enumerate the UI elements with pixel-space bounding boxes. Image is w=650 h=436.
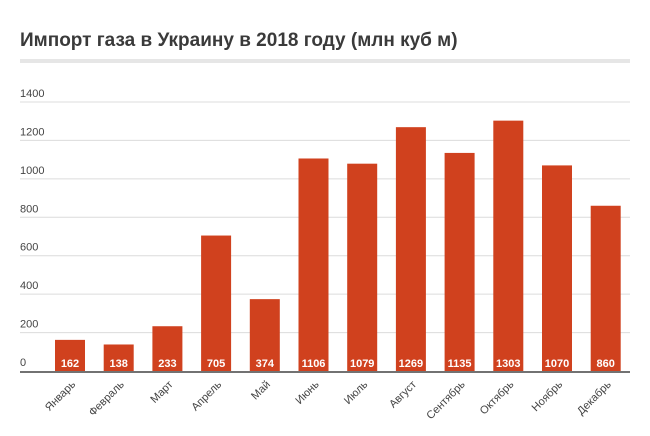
data-label: 1106 xyxy=(302,358,326,370)
data-label: 1070 xyxy=(545,358,569,370)
bar xyxy=(103,344,134,371)
x-tick-label: Август xyxy=(387,379,419,411)
x-tick-label: Июль xyxy=(342,378,371,407)
data-label: 233 xyxy=(158,358,176,370)
data-label: 1269 xyxy=(399,358,423,370)
bar xyxy=(55,339,85,371)
data-label: 1079 xyxy=(350,358,374,370)
x-tick-label: Ноябрь xyxy=(530,378,566,414)
data-label: 138 xyxy=(110,358,128,370)
bar xyxy=(444,152,475,371)
x-tick-label: Июнь xyxy=(293,378,321,406)
y-tick-label: 1200 xyxy=(20,126,44,138)
bar xyxy=(347,163,378,371)
x-tick-label: Октябрь xyxy=(478,378,517,417)
y-tick-label: 400 xyxy=(20,280,38,292)
x-tick-label: Март xyxy=(148,379,175,406)
y-tick-label: 0 xyxy=(20,357,26,369)
x-tick-label: Сентябрь xyxy=(424,378,468,422)
y-tick-label: 200 xyxy=(20,319,38,331)
bar xyxy=(590,205,621,371)
data-label: 860 xyxy=(597,358,615,370)
bar xyxy=(542,165,572,371)
x-tick-label: Апрель xyxy=(189,378,224,413)
x-tick-label: Январь xyxy=(43,378,78,413)
bar xyxy=(201,235,232,371)
data-label: 374 xyxy=(256,358,275,370)
y-tick-label: 600 xyxy=(20,242,38,254)
x-tick-label: Декабрь xyxy=(575,378,614,417)
bar xyxy=(249,299,280,371)
y-tick-label: 800 xyxy=(20,203,38,215)
y-tick-label: 1400 xyxy=(20,88,44,100)
bar xyxy=(493,120,524,372)
y-tick-label: 1000 xyxy=(20,165,44,177)
data-label: 1303 xyxy=(496,358,520,370)
x-tick-label: Февраль xyxy=(87,378,127,418)
data-label: 162 xyxy=(61,358,79,370)
data-label: 705 xyxy=(207,358,225,370)
title-divider xyxy=(20,59,630,63)
chart-title: Импорт газа в Украину в 2018 году (млн к… xyxy=(20,30,458,51)
bar xyxy=(395,127,426,371)
data-label: 1135 xyxy=(448,358,472,370)
bar xyxy=(152,326,183,371)
bar xyxy=(298,158,329,371)
x-tick-label: Май xyxy=(249,379,273,403)
